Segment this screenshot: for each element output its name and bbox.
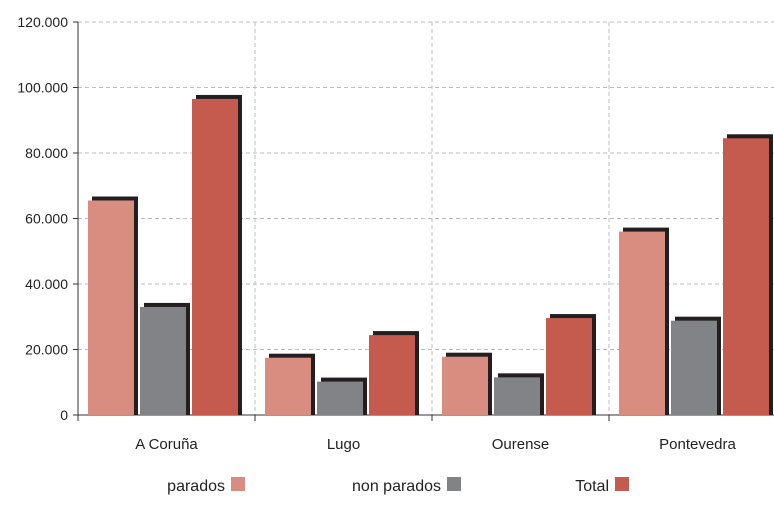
legend-swatch — [447, 477, 461, 491]
bar-non-parados — [671, 320, 717, 415]
x-category-label: A Coruña — [135, 436, 198, 453]
bars — [88, 94, 773, 416]
legend-swatch — [231, 477, 245, 491]
legend-label: parados — [167, 478, 225, 495]
x-category-label: Ourense — [492, 436, 550, 453]
legend-label: non parados — [352, 478, 441, 495]
y-tick-label: 0 — [60, 407, 68, 423]
legend-label: Total — [575, 478, 609, 495]
y-tick-label: 120.000 — [17, 14, 68, 30]
labels: 0 20.000 40.000 60.000 80.000 100.000 120.000 A… — [17, 14, 736, 453]
legend-swatch — [615, 477, 629, 491]
y-tick-label: 40.000 — [25, 276, 68, 292]
bar-non-parados — [317, 381, 363, 415]
bar-non-parados — [140, 306, 186, 415]
bar-parados — [265, 357, 311, 415]
bar-total — [723, 138, 769, 415]
bar-non-parados — [494, 377, 540, 415]
legend: parados non parados Total — [167, 477, 629, 495]
bar-total — [546, 318, 592, 415]
y-tick-label: 20.000 — [25, 342, 68, 358]
bar-total — [192, 98, 238, 416]
y-tick-label: 80.000 — [25, 145, 68, 161]
bar-parados — [619, 231, 665, 415]
x-category-label: Lugo — [327, 436, 360, 453]
y-tick-label: 60.000 — [25, 211, 68, 227]
x-category-label: Pontevedra — [659, 436, 736, 453]
y-tick-label: 100.000 — [17, 80, 68, 96]
bar-parados — [442, 356, 488, 415]
bar-parados — [88, 200, 134, 415]
bar-total — [369, 335, 415, 415]
